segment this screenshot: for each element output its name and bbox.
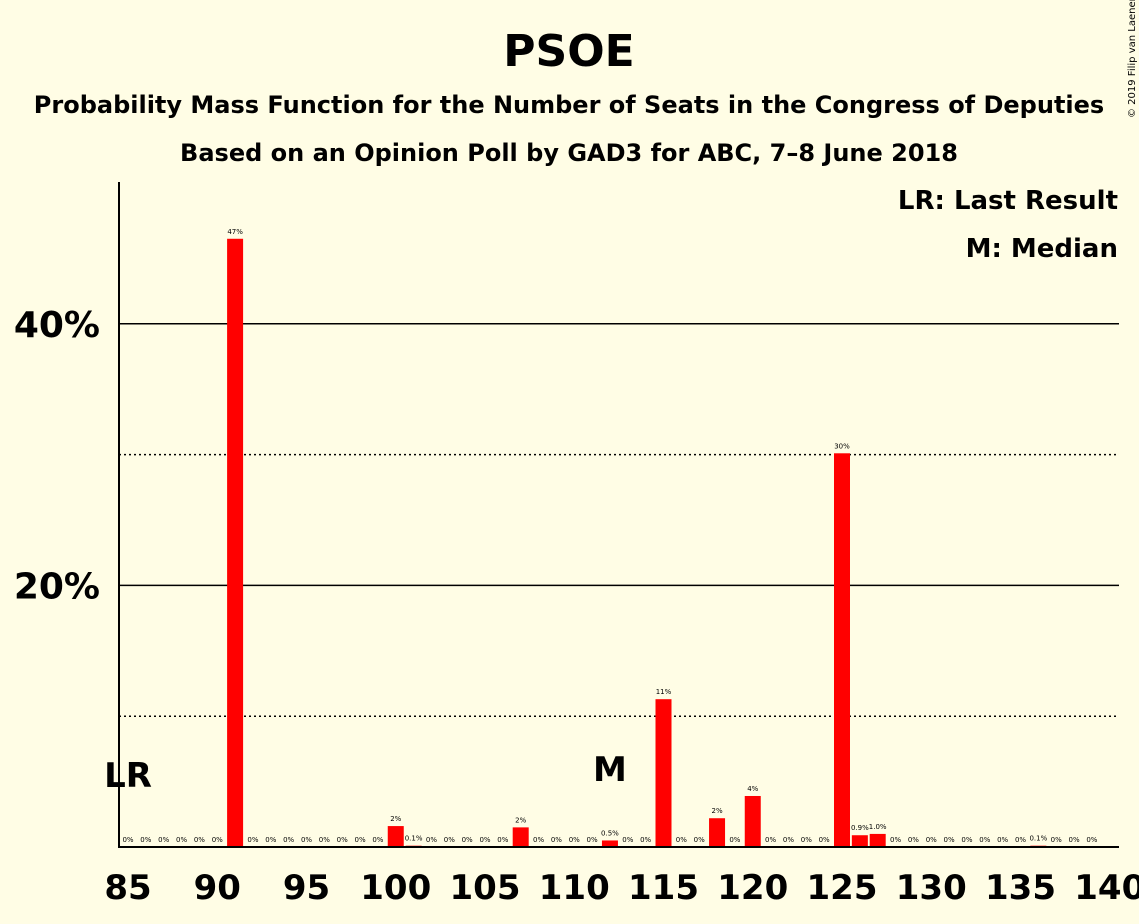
x-tick-label: 135 [985, 868, 1056, 908]
y-tick-label: 40% [14, 305, 100, 346]
data-label: 0% [533, 836, 544, 844]
bar [387, 826, 404, 847]
data-label: 0% [194, 836, 205, 844]
bar [744, 795, 761, 847]
data-label: 0% [569, 836, 580, 844]
data-label: 0% [1051, 836, 1062, 844]
bar [655, 699, 672, 847]
data-label: 47% [227, 228, 243, 236]
data-label: 0% [926, 836, 937, 844]
data-label: 0% [622, 836, 633, 844]
chart-subtitle-2: Based on an Opinion Poll by GAD3 for ABC… [180, 139, 958, 167]
data-label: 0% [354, 836, 365, 844]
data-label: 30% [834, 442, 850, 450]
data-label: 0% [497, 836, 508, 844]
x-tick-label: 85 [104, 868, 151, 908]
x-tick-label: 140 [1074, 868, 1139, 908]
data-label: 0% [997, 836, 1008, 844]
x-tick-label: 120 [717, 868, 788, 908]
data-label: 0% [819, 836, 830, 844]
bar [869, 833, 886, 847]
data-label: 0% [212, 836, 223, 844]
x-tick-label: 105 [450, 868, 521, 908]
y-axis-ticks: 20% 40% [14, 305, 100, 608]
data-label: 0% [176, 836, 187, 844]
data-label: 0% [979, 836, 990, 844]
data-label: 0.1% [1029, 835, 1047, 843]
data-label: 2% [515, 816, 526, 824]
x-tick-label: 110 [539, 868, 610, 908]
data-label: 0% [158, 836, 169, 844]
data-label: 0.1% [405, 835, 423, 843]
data-label: 0% [140, 836, 151, 844]
gridlines [119, 323, 1119, 717]
x-tick-label: 90 [194, 868, 241, 908]
data-label: 0% [783, 836, 794, 844]
last-result-marker: LR [104, 756, 152, 796]
data-label: 0% [462, 836, 473, 844]
x-tick-label: 100 [360, 868, 431, 908]
data-label: 2% [711, 807, 722, 815]
data-label: 4% [747, 785, 758, 793]
data-label: 0% [801, 836, 812, 844]
legend-median: M: Median [966, 234, 1118, 264]
bar [709, 818, 726, 847]
data-label: 0% [479, 836, 490, 844]
chart-title: PSOE [503, 26, 634, 77]
data-label: 0% [676, 836, 687, 844]
copyright-text: © 2019 Filip van Laenen [1127, 0, 1138, 118]
chart-subtitle-1: Probability Mass Function for the Number… [34, 91, 1104, 119]
bar [601, 840, 618, 847]
data-label: 0% [961, 836, 972, 844]
data-label: 0% [551, 836, 562, 844]
bar [851, 835, 868, 847]
data-label: 0% [444, 836, 455, 844]
x-tick-label: 115 [628, 868, 699, 908]
data-label: 0.5% [601, 829, 619, 837]
data-label: 2% [390, 815, 401, 823]
data-label: 0% [1086, 836, 1097, 844]
data-label: 0% [319, 836, 330, 844]
median-marker: M [593, 750, 627, 790]
data-label: 0% [426, 836, 437, 844]
data-label: 0% [1068, 836, 1079, 844]
x-axis-ticks: 85 90 95 100 105 110 115 120 125 130 135 140 [104, 868, 1139, 908]
legend-last-result: LR: Last Result [898, 186, 1118, 216]
bar [227, 238, 244, 847]
data-labels: 0% 0% 0% 0% 0% 0%47%0% 0% 0% 0% 0% 0% 0% 0%2%0.1% 0% 0… [122, 228, 1097, 844]
bars [227, 238, 1047, 847]
data-label: 0% [301, 836, 312, 844]
bar [834, 453, 850, 847]
data-label: 0% [1015, 836, 1026, 844]
data-label: 1.0% [869, 823, 887, 831]
data-label: 0% [122, 836, 133, 844]
data-label: 0% [283, 836, 294, 844]
x-tick-label: 125 [807, 868, 878, 908]
data-label: 0% [372, 836, 383, 844]
data-label: 0% [587, 836, 598, 844]
data-label: 0.9% [851, 824, 869, 832]
y-tick-label: 20% [14, 566, 100, 607]
data-label: 0% [247, 836, 258, 844]
data-label: 11% [656, 688, 672, 696]
data-label: 0% [765, 836, 776, 844]
data-label: 0% [265, 836, 276, 844]
data-label: 0% [890, 836, 901, 844]
x-tick-label: 130 [896, 868, 967, 908]
data-label: 0% [694, 836, 705, 844]
data-label: 0% [337, 836, 348, 844]
bar [512, 827, 529, 847]
data-label: 0% [729, 836, 740, 844]
data-label: 0% [944, 836, 955, 844]
data-label: 0% [640, 836, 651, 844]
data-label: 0% [908, 836, 919, 844]
x-tick-label: 95 [283, 868, 330, 908]
